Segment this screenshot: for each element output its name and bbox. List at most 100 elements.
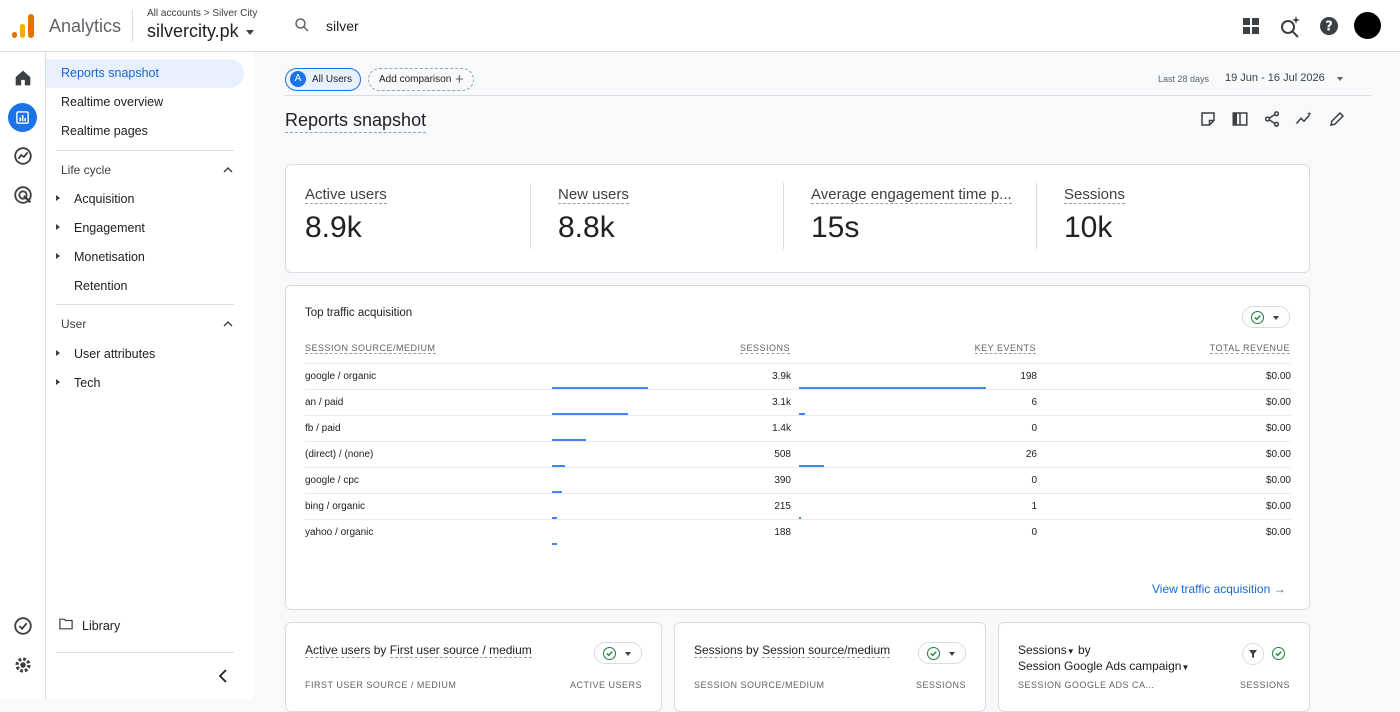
chevron-down-icon[interactable] — [1337, 77, 1343, 81]
search-input[interactable]: silver — [326, 18, 359, 34]
nav-library[interactable]: Library — [82, 619, 121, 633]
nav-tech[interactable]: Tech — [74, 376, 101, 390]
nav-acquisition[interactable]: Acquisition — [74, 192, 135, 206]
card-dimension-selector[interactable]: Session Google Ads campaign▼ — [1018, 659, 1189, 673]
expand-triangle-icon[interactable] — [56, 379, 60, 385]
nav-engagement[interactable]: Engagement — [74, 221, 145, 235]
nav-realtime-overview[interactable]: Realtime overview — [61, 95, 164, 109]
folder-icon — [59, 618, 73, 630]
column-header[interactable]: KEY EVENTS — [974, 343, 1036, 354]
property-selector[interactable]: silvercity.pk — [147, 21, 239, 41]
column-header[interactable]: SESSIONS — [739, 343, 790, 354]
view-traffic-acquisition-link[interactable]: View traffic acquisition → — [1152, 582, 1286, 596]
chevron-down-icon[interactable] — [246, 30, 254, 35]
check-status-button[interactable] — [1268, 643, 1290, 665]
card-dimension[interactable]: Session source/medium — [762, 643, 891, 658]
table-row[interactable]: google / organic 3.9k 198 $0.00 — [305, 363, 1291, 389]
search-icon[interactable] — [293, 16, 311, 34]
account-breadcrumb[interactable]: All accounts > Silver City — [147, 8, 258, 19]
apps-grid-icon[interactable] — [1239, 14, 1263, 38]
advertising-icon[interactable] — [12, 184, 34, 206]
kpi-label[interactable]: Average engagement time p... — [811, 186, 1012, 204]
cell-key-events: 0 — [1031, 423, 1037, 434]
column-header[interactable]: SESSION SOURCE/MEDIUM — [694, 680, 825, 690]
nav-section-user[interactable]: User — [61, 317, 87, 331]
card-by: by — [373, 643, 387, 657]
nav-user-attributes[interactable]: User attributes — [74, 347, 156, 361]
card-metric[interactable]: Sessions — [1018, 643, 1067, 657]
cell-sessions: 390 — [774, 475, 791, 486]
card-dimension[interactable]: Session Google Ads campaign — [1018, 659, 1182, 673]
sessions-bar — [552, 465, 565, 467]
date-range-selector[interactable]: 19 Jun - 16 Jul 2026 — [1225, 72, 1325, 84]
segment-chip-all-users[interactable]: A All Users — [285, 68, 361, 91]
avatar[interactable] — [1354, 12, 1381, 39]
help-icon[interactable]: ? — [1317, 14, 1341, 38]
sessions-by-ads-campaign-card: Sessions▼ by Session Google Ads campaign… — [998, 622, 1310, 712]
configure-check-icon[interactable] — [12, 615, 34, 637]
expand-triangle-icon[interactable] — [56, 253, 60, 259]
table-row[interactable]: (direct) / (none) 508 26 $0.00 — [305, 441, 1291, 467]
column-header[interactable]: SESSION SOURCE/MEDIUM — [305, 343, 436, 354]
share-icon[interactable] — [1263, 110, 1281, 128]
filter-status-pill[interactable] — [1242, 306, 1290, 328]
chevron-up-icon[interactable] — [223, 319, 233, 329]
column-header[interactable]: TOTAL REVENUE — [1209, 343, 1290, 354]
chevron-up-icon[interactable] — [223, 165, 233, 175]
card-title[interactable]: Sessions by Session source/medium — [694, 643, 891, 658]
chevron-down-icon — [949, 652, 955, 656]
expand-triangle-icon[interactable] — [56, 350, 60, 356]
table-row[interactable]: fb / paid 1.4k 0 $0.00 — [305, 415, 1291, 441]
filter-status-pill[interactable] — [594, 642, 642, 664]
filter-funnel-button[interactable] — [1242, 643, 1264, 665]
reports-nav-active[interactable] — [8, 103, 37, 132]
table-row[interactable]: yahoo / organic 188 0 $0.00 — [305, 519, 1291, 545]
expand-triangle-icon[interactable] — [56, 195, 60, 201]
check-circle-icon — [927, 647, 940, 660]
column-header[interactable]: SESSIONS — [1239, 680, 1290, 690]
cell-source: (direct) / (none) — [305, 449, 374, 460]
nav-realtime-pages[interactable]: Realtime pages — [61, 124, 148, 138]
card-by: by — [746, 643, 759, 657]
column-header[interactable]: SESSIONS — [915, 680, 966, 690]
kpi-value: 8.8k — [558, 211, 615, 244]
filter-status-pill[interactable] — [918, 642, 966, 664]
table-row[interactable]: bing / organic 215 1 $0.00 — [305, 493, 1291, 519]
column-header[interactable]: ACTIVE USERS — [569, 680, 642, 690]
divider — [56, 304, 234, 305]
column-header[interactable]: FIRST USER SOURCE / MEDIUM — [305, 680, 457, 690]
bar-chart-icon — [16, 111, 29, 124]
add-comparison-button[interactable]: Add comparison + — [368, 68, 474, 91]
card-title[interactable]: Active users by First user source / medi… — [305, 643, 532, 658]
card-metric[interactable]: Active users — [305, 643, 371, 658]
expand-triangle-icon[interactable] — [56, 224, 60, 230]
nav-monetisation[interactable]: Monetisation — [74, 250, 145, 264]
kpi-label[interactable]: Sessions — [1064, 186, 1125, 204]
card-metric-selector[interactable]: Sessions▼ by — [1018, 643, 1091, 657]
nav-section-lifecycle[interactable]: Life cycle — [61, 163, 112, 177]
kpi-label[interactable]: Active users — [305, 186, 387, 204]
divider — [783, 183, 784, 249]
table-row[interactable]: google / cpc 390 0 $0.00 — [305, 467, 1291, 493]
nav-reports-snapshot[interactable]: Reports snapshot — [46, 59, 244, 88]
card-metric[interactable]: Sessions — [694, 643, 743, 658]
insights-sparkle-icon[interactable] — [1278, 14, 1302, 38]
divider — [56, 652, 234, 653]
column-header[interactable]: SESSION GOOGLE ADS CA... — [1018, 680, 1155, 690]
kpi-label[interactable]: New users — [558, 186, 629, 204]
edit-pencil-icon[interactable] — [1328, 110, 1346, 128]
home-icon[interactable] — [12, 67, 34, 89]
table-row[interactable]: an / paid 3.1k 6 $0.00 — [305, 389, 1291, 415]
card-dimension[interactable]: First user source / medium — [389, 643, 532, 658]
check-circle-icon — [603, 647, 616, 660]
key-events-bar — [799, 465, 824, 467]
note-icon[interactable] — [1199, 110, 1217, 128]
insights-trend-icon[interactable] — [1295, 110, 1313, 128]
explore-icon[interactable] — [12, 145, 34, 167]
nav-retention[interactable]: Retention — [74, 279, 128, 293]
gear-icon[interactable] — [12, 654, 34, 676]
key-events-bar — [799, 517, 801, 519]
collapse-chevron-left-icon[interactable] — [218, 669, 228, 683]
svg-text:?: ? — [1325, 20, 1333, 35]
compare-columns-icon[interactable] — [1231, 110, 1249, 128]
